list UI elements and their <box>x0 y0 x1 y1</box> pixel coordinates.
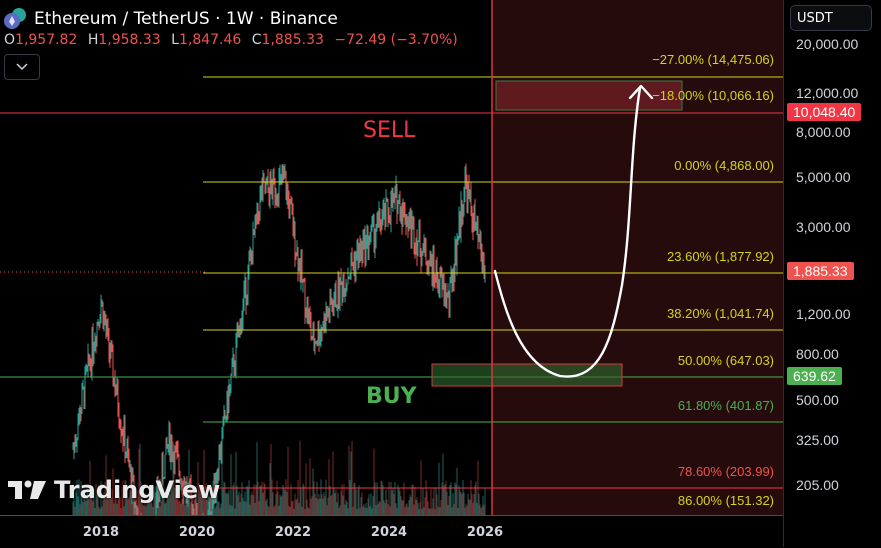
fib-label-50: 50.00% (647.03) <box>677 353 774 368</box>
price-tick: 5,000.00 <box>796 169 851 185</box>
arrow-head-icon <box>628 84 654 100</box>
fib-label-61: 61.80% (401.87) <box>677 398 774 413</box>
price-tick: 8,000.00 <box>796 124 851 140</box>
fib-label-86: 86.00% (151.32) <box>677 493 774 508</box>
symbol-title[interactable]: Ethereum / TetherUS · 1W · Binance <box>34 9 338 29</box>
price-tick: 20,000.00 <box>796 36 859 52</box>
fib-label-neg27: −27.00% (14,475.06) <box>652 52 774 67</box>
year-label: 2026 <box>466 525 504 540</box>
high-label: H <box>87 32 99 48</box>
price-tick: 500.00 <box>796 392 839 408</box>
year-label: 2022 <box>274 525 312 540</box>
buy-level-tag: 639.62 <box>787 367 842 385</box>
currency-selector[interactable]: USDT <box>790 5 872 31</box>
tradingview-logo[interactable]: TradingView <box>8 476 220 504</box>
fib-label-0: 0.00% (4,868.00) <box>674 158 774 173</box>
sell-zone <box>495 80 683 111</box>
low-value: 1,847.46 <box>178 32 242 48</box>
time-axis[interactable]: 2018 2020 2022 2024 2026 <box>0 515 783 548</box>
sell-annotation: SELL <box>363 118 416 143</box>
price-tick: 12,000.00 <box>796 85 859 101</box>
price-tick: 205.00 <box>796 477 839 493</box>
price-axis[interactable]: USDT 20,000.00 12,000.00 8,000.00 5,000.… <box>783 0 881 547</box>
buy-zone <box>431 363 623 387</box>
change-value: −72.49 (−3.70%) <box>334 32 458 48</box>
fib-label-38: 38.20% (1,041.74) <box>667 306 774 321</box>
ohlc-values: O1,957.82 H1,958.33 L1,847.46 C1,885.33 … <box>4 32 464 48</box>
fib-label-78: 78.60% (203.99) <box>677 464 774 479</box>
tradingview-logo-text: TradingView <box>54 476 221 504</box>
fib-label-23: 23.60% (1,877.92) <box>667 249 774 264</box>
candles <box>72 163 486 515</box>
year-label: 2020 <box>178 525 216 540</box>
open-value: 1,957.82 <box>15 32 78 48</box>
open-label: O <box>4 32 16 48</box>
close-value: 1,885.33 <box>261 32 324 48</box>
price-tick: 325.00 <box>796 432 839 448</box>
close-label: C <box>251 32 262 48</box>
price-tick: 3,000.00 <box>796 219 851 235</box>
price-chart-svg <box>0 0 783 515</box>
fib-label-neg18: −18.00% (10,066.16) <box>652 88 774 103</box>
eth-usdt-logo-icon <box>4 8 28 30</box>
last-price-tag: 1,885.33 <box>787 262 854 280</box>
chart-legend: Ethereum / TetherUS · 1W · Binance O1,95… <box>4 8 464 80</box>
legend-collapse-button[interactable] <box>4 54 40 80</box>
price-tick: 1,200.00 <box>796 306 851 322</box>
year-label: 2024 <box>370 525 408 540</box>
price-tick: 800.00 <box>796 346 839 362</box>
symbol-title-row[interactable]: Ethereum / TetherUS · 1W · Binance <box>4 8 464 30</box>
chevron-down-icon <box>16 63 28 71</box>
year-label: 2018 <box>82 525 120 540</box>
low-label: L <box>171 32 179 48</box>
sell-level-tag: 10,048.40 <box>787 103 862 121</box>
chart-pane[interactable]: SELL BUY −27.00% (14,475.06) −18.00% (10… <box>0 0 783 515</box>
high-value: 1,958.33 <box>98 32 161 48</box>
tradingview-logo-icon <box>8 480 46 499</box>
projection-curve <box>493 86 642 378</box>
buy-annotation: BUY <box>366 384 417 409</box>
